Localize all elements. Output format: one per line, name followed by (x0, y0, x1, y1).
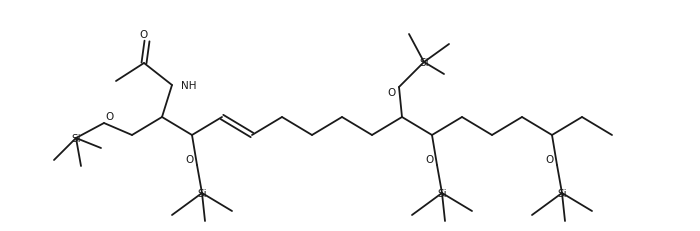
Text: NH: NH (181, 81, 197, 91)
Text: O: O (186, 154, 194, 164)
Text: Si: Si (419, 58, 429, 68)
Text: O: O (105, 112, 113, 122)
Text: O: O (546, 154, 554, 164)
Text: Si: Si (71, 134, 80, 143)
Text: Si: Si (438, 188, 447, 198)
Text: O: O (426, 154, 434, 164)
Text: Si: Si (557, 188, 567, 198)
Text: Si: Si (197, 188, 206, 198)
Text: O: O (387, 88, 395, 97)
Text: O: O (140, 30, 148, 40)
